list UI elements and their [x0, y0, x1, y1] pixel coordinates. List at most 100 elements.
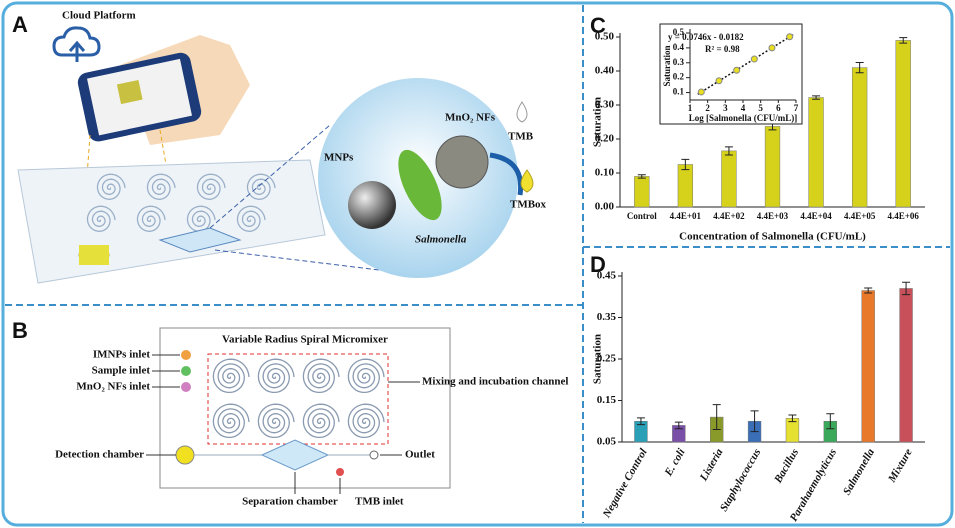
point: [733, 66, 741, 74]
spiral: [86, 205, 116, 232]
detection-chamber: [79, 245, 109, 265]
cloud-label: Cloud Platform: [62, 10, 136, 22]
bar: [861, 290, 875, 443]
error-bar: [637, 174, 646, 179]
spiral: [212, 403, 250, 439]
mno2-nanoflower: [435, 135, 489, 189]
inlet: [181, 366, 191, 376]
y-tick-label: 0.00: [595, 201, 615, 213]
bar: [721, 150, 737, 208]
x-tick-label: Salmonella: [841, 446, 877, 497]
screen-image: [116, 79, 143, 105]
panel-label: C: [590, 13, 606, 38]
tmbox-drop: [520, 169, 534, 193]
bar: [634, 176, 650, 208]
point: [750, 55, 758, 63]
x-tick-label: Staphylococcus: [718, 447, 764, 514]
error-bar: [826, 413, 835, 430]
spiral: [146, 173, 176, 200]
inlet: [181, 382, 191, 392]
outlet-label: Outlet: [405, 449, 435, 461]
error-bar: [712, 404, 721, 431]
x-tick-label: 4.4E+01: [670, 211, 702, 221]
y-tick-label: 0.1: [673, 87, 685, 97]
error-bar: [681, 158, 690, 171]
bar: [899, 288, 913, 443]
spiral: [186, 205, 216, 232]
reaction-arrow: [489, 152, 524, 196]
y-tick-label: 0.4: [673, 42, 685, 52]
y-axis-label: Saturation: [662, 45, 672, 86]
chip-spirals: [86, 173, 276, 232]
mixing-label: Mixing and incubation channel: [422, 376, 568, 388]
upload-arrow: [68, 40, 86, 62]
x-tick-label: 7: [794, 103, 799, 113]
x-tick-label: 3: [723, 103, 728, 113]
error-bar: [636, 417, 645, 426]
detection-chamber: [175, 445, 195, 465]
y-tick-label: 0.45: [597, 270, 617, 282]
outlet: [369, 450, 379, 460]
x-tick-label: 1: [688, 103, 693, 113]
point: [715, 77, 723, 85]
title: Variable Radius Spiral Micromixer: [222, 334, 388, 346]
bar: [808, 97, 824, 208]
x-tick-label: 4.4E+06: [888, 211, 920, 221]
spiral: [302, 403, 340, 439]
x-tick-label: 4.4E+02: [713, 211, 745, 221]
point: [768, 44, 776, 52]
spiral: [236, 205, 266, 232]
x-tick-label: 4.4E+04: [800, 211, 832, 221]
spiral: [136, 205, 166, 232]
salmonella-label: Salmonella: [415, 234, 467, 246]
y-tick-label: 0.50: [595, 31, 615, 43]
separation-chamber: [158, 227, 242, 253]
inlet-label: IMNPs inlet: [93, 349, 150, 361]
x-tick-label: 2: [705, 103, 710, 113]
error-bar: [724, 146, 733, 156]
x-tick-label: Negative Control: [600, 446, 650, 521]
inset-frame: [659, 23, 803, 125]
bar: [677, 164, 694, 208]
zoom-line: [209, 124, 331, 229]
mixer-spirals: [212, 358, 385, 439]
tmb-drop: [516, 101, 528, 123]
x-tick-label: Mixture: [886, 447, 915, 486]
x-tick-label: Control: [627, 211, 657, 221]
spiral: [257, 358, 295, 394]
inlet-label: Sample inlet: [92, 365, 151, 377]
spiral: [96, 173, 126, 200]
bar: [764, 126, 781, 208]
x-tick-label: E. coli: [662, 446, 688, 479]
bar: [895, 40, 911, 208]
spiral: [196, 173, 226, 200]
spiral: [302, 358, 340, 394]
error-bar: [899, 37, 908, 44]
inlet-label: MnO₂ NFs inlet: [76, 381, 150, 393]
y-tick-label: 0.25: [597, 353, 617, 365]
x-tick-label: Bacillus: [772, 447, 802, 486]
annotation: R² = 0.98: [705, 44, 740, 54]
panel-label: D: [590, 252, 606, 277]
cloud-icon: [52, 26, 101, 57]
spiral: [257, 403, 295, 439]
error-bar: [864, 287, 873, 294]
bacterium: [398, 149, 442, 221]
x-tick-label: 4.4E+05: [844, 211, 876, 221]
x-tick-label: Listeria: [697, 446, 726, 483]
x-tick-label: 5: [758, 103, 763, 113]
error-bar: [788, 414, 797, 423]
bar: [851, 67, 868, 208]
dividers: [5, 5, 950, 523]
x-axis-label: Concentration of Salmonella (CFU/mL): [679, 231, 866, 243]
annotation: y = 0.0746x - 0.0182: [668, 32, 744, 42]
spiral: [246, 173, 276, 200]
y-tick-label: 0.05: [597, 436, 617, 448]
tmb-label: TMB: [508, 131, 534, 143]
panel-a: A Cloud Platform MnO₂ NFs MNPs Salmonell…: [12, 10, 547, 284]
inlet: [181, 350, 191, 360]
tmb-label: TMB inlet: [355, 496, 404, 508]
y-tick-label: 0.3: [673, 57, 685, 67]
